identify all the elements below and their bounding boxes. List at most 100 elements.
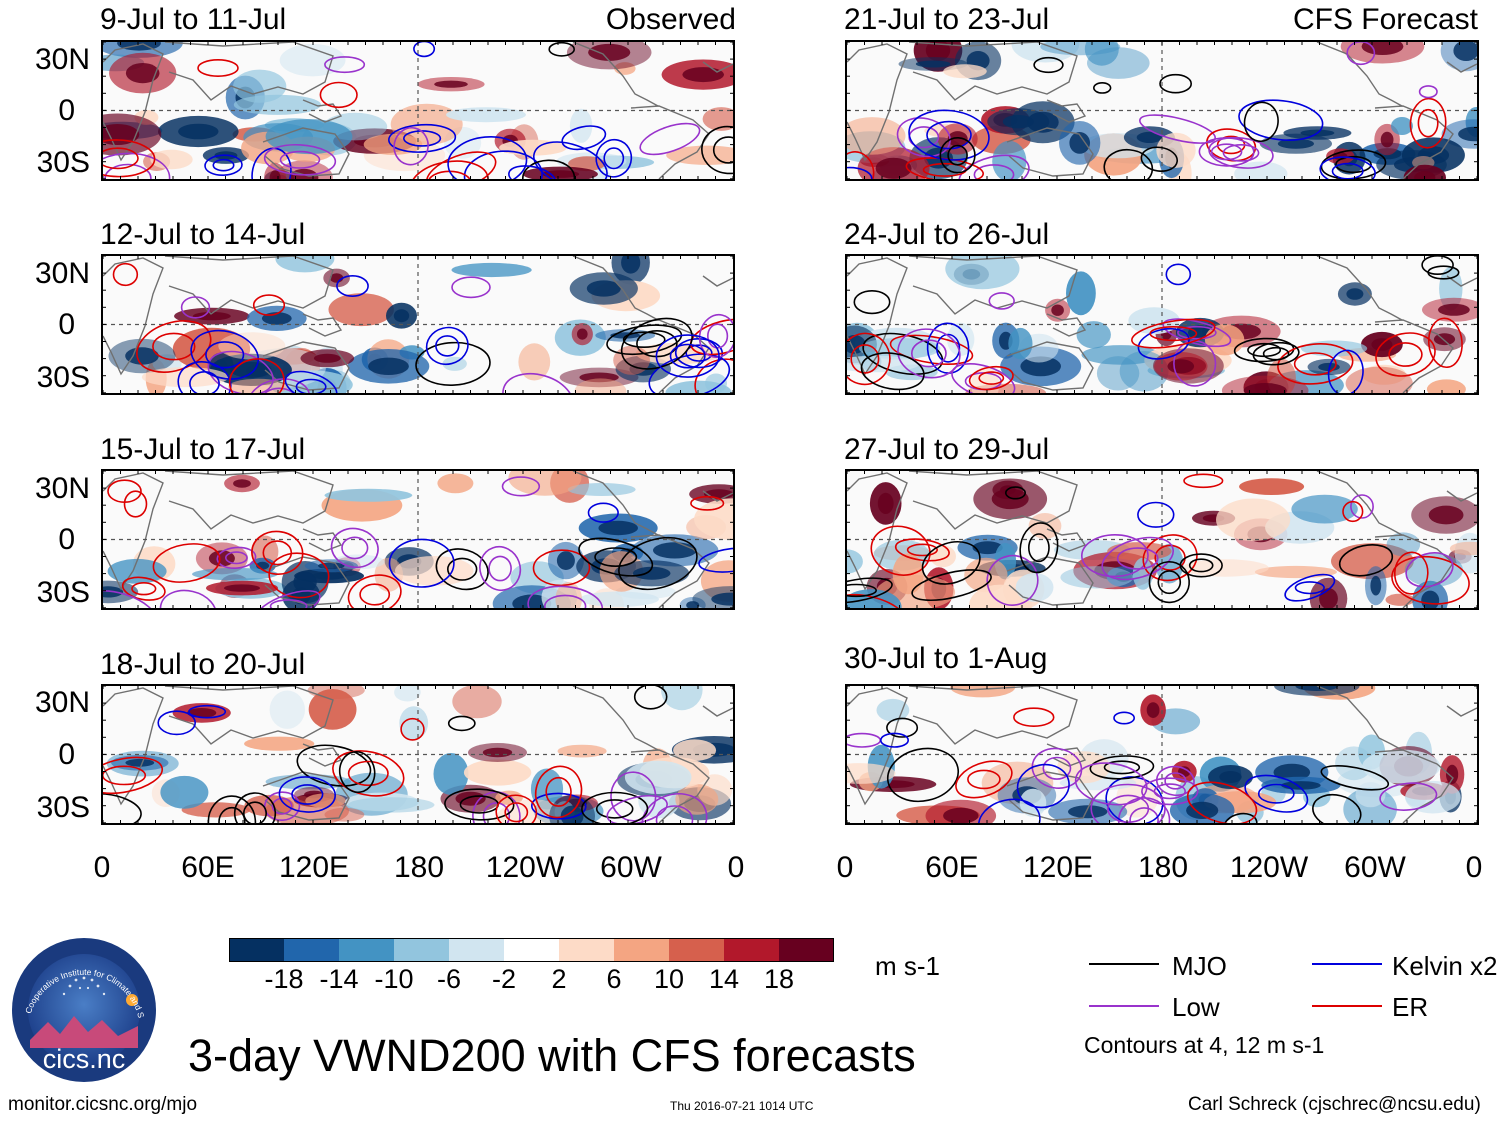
colorbar-tick-3: -10 [374,964,414,994]
contour-ring [955,760,1013,799]
panel-title-1: 9-Jul to 11-Jul [100,3,287,36]
lat-label-eq-row4: 0 [58,738,75,771]
anomaly-blob [1234,161,1288,179]
anomaly-core [1453,42,1477,61]
contour-ring [1243,101,1279,143]
contour-ring [1081,533,1149,578]
anomaly-core [653,542,697,559]
anomaly-blob [107,558,167,584]
contour-ring [451,276,491,299]
colorbar-swatch-2 [284,938,340,962]
contour-ring [986,554,1039,606]
anomaly-blob [452,686,502,719]
panel-title-5: 15-Jul to 17-Jul [100,433,306,466]
anomaly-blob [1076,321,1111,349]
anomaly-blob [1057,751,1111,784]
anomaly-core [1020,356,1061,377]
contour-ring-inner [906,543,939,557]
contour-ring [278,776,336,813]
colorbar-tick-2: -14 [319,964,359,994]
contour-ring-inner [978,371,1005,385]
anomaly-blob [1216,498,1291,541]
anomaly-blob [328,293,394,327]
anomaly-blob [446,107,526,123]
contour-ring [472,791,521,823]
anomaly-blob [1239,478,1305,495]
contour-ring [1105,776,1164,823]
contour-ring [103,792,142,823]
frame-ticks [103,686,733,823]
anomaly-blob [943,64,987,79]
coastline-segment [1374,319,1454,393]
contour-ring-inner [1157,570,1182,595]
contour-ring-inner [926,120,972,150]
anomaly-core [947,131,968,147]
colorbar [229,938,835,962]
contour-ring [256,590,321,608]
anomaly-blob [1015,573,1054,602]
map-plot-4 [847,256,1477,393]
contour-ring [1252,341,1300,366]
contour-ring [425,151,497,179]
map-panel-1 [101,40,735,181]
anomaly-blob [847,589,902,608]
anomaly-core [1428,505,1464,525]
anomaly-core [1243,383,1287,393]
colorbar-swatch-1 [229,938,285,962]
anomaly-core [1068,805,1108,819]
coastline-segment [702,61,733,73]
anomaly-core [293,571,317,593]
anomaly-core [588,43,631,61]
contour-ring [251,147,292,179]
anomaly-blob [347,797,435,813]
coastline-segment [847,472,908,591]
contour-ring-inner [435,335,460,357]
contour-ring-inner [103,147,139,170]
wave-contours [847,42,1447,179]
anomaly-blob [1040,42,1121,56]
contour-ring [1140,146,1179,172]
contour-ring-inner [131,581,157,596]
colorbar-swatch-11 [779,938,835,962]
anomaly-core [875,157,912,179]
contour-ring [157,710,196,736]
anomaly-blob [947,322,975,356]
anomaly-core [598,520,638,536]
contour-ring [1342,500,1364,523]
map-plot-6 [847,471,1477,608]
contour-ring-inner [1103,760,1141,775]
contour-ring [527,585,604,608]
colorbar-swatch-10 [724,938,780,962]
contour-ring-inner [1388,342,1423,367]
contour-ring [1223,812,1258,823]
lat-label-eq-row3: 0 [58,523,75,556]
lon-label-right-120w: 120W [1229,851,1309,884]
lon-label-right-180: 180 [1137,851,1189,884]
map-panel-2 [845,40,1479,181]
coastline-segment [262,556,350,606]
contour-ring [159,589,217,608]
contour-ring [447,136,528,179]
lat-label-eq-row1: 0 [58,94,75,127]
main-title: 3-day VWND200 with CFS forecasts [188,1030,916,1081]
anomaly-core [877,492,894,514]
contour-ring [1244,774,1309,813]
contour-ring [698,547,733,573]
contour-ring [1393,551,1429,595]
anomaly-blob [150,149,193,170]
contour-ring [388,538,455,588]
contour-ring [531,792,587,820]
wave-contours [112,262,733,393]
lon-label-left-180: 180 [393,851,445,884]
coastline-segment [572,686,659,751]
lon-label-right-60e: 60E [925,851,979,884]
contour-ring-inner [1188,558,1214,573]
anomaly-blob [463,759,532,786]
contour-ring-inner [669,343,706,369]
anomaly-blob [305,793,346,808]
contour-ring [860,352,925,391]
contour-ring-inner [291,784,324,805]
contour-ring [495,794,538,823]
anomaly-core [1186,801,1219,819]
panel-title-2: 21-Jul to 23-Jul [844,3,1050,36]
